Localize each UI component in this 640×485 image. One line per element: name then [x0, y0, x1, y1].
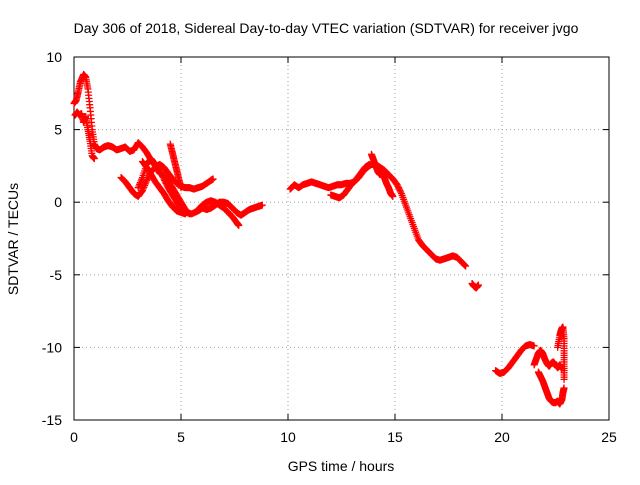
x-tick-label: 25 [601, 429, 617, 445]
data-point-marker [209, 175, 217, 183]
y-tick-label: 10 [46, 49, 62, 65]
data-point-marker [90, 155, 98, 163]
series-arc-13 [530, 346, 566, 373]
data-point-marker [460, 261, 468, 269]
data-point-marker [177, 184, 185, 192]
data-point-marker [258, 201, 266, 209]
x-tick-label: 0 [70, 429, 78, 445]
x-tick-label: 10 [280, 429, 296, 445]
series-arc-6 [166, 140, 185, 192]
data-point-marker [181, 210, 189, 218]
series-arc-5 [138, 158, 189, 218]
chart-title: Day 306 of 2018, Sidereal Day-to-day VTE… [74, 20, 579, 36]
data-point-marker [560, 375, 568, 383]
y-axis-title: SDTVAR / TECUs [5, 183, 21, 295]
y-tick-label: -10 [42, 339, 62, 355]
data-point-marker [462, 262, 470, 270]
y-tick-label: -5 [50, 267, 63, 283]
data-point-marker [560, 384, 568, 392]
grid-lines [74, 57, 609, 420]
y-tick-label: 0 [54, 194, 62, 210]
data-point-marker [397, 188, 405, 196]
series-arc-8 [286, 160, 470, 270]
x-tick-label: 15 [387, 429, 403, 445]
data-point-marker [235, 221, 243, 229]
axis-ticks [73, 56, 610, 421]
series-arc-12 [492, 340, 538, 378]
series-arc-14 [534, 368, 568, 408]
x-tick-label: 5 [177, 429, 185, 445]
data-point-marker [461, 261, 469, 269]
series-arc-11 [468, 280, 482, 292]
y-tick-label: -15 [42, 412, 62, 428]
y-tick-labels: -15 -10 -5 0 5 10 [42, 49, 62, 428]
data-point-marker [474, 281, 482, 289]
plot-frame [73, 56, 610, 421]
y-tick-label: 5 [54, 122, 62, 138]
data-point-marker [530, 342, 538, 350]
data-markers [70, 70, 568, 408]
x-tick-label: 20 [494, 429, 510, 445]
data-point-marker [389, 192, 397, 200]
series-arc-9 [327, 160, 373, 202]
series-arc-2 [71, 108, 98, 163]
series-arc-10 [367, 150, 397, 200]
x-axis-title: GPS time / hours [288, 458, 395, 474]
x-tick-labels: 0 5 10 15 20 25 [70, 429, 617, 445]
series-arc-15 [554, 323, 568, 383]
series-arc-7 [194, 197, 243, 229]
